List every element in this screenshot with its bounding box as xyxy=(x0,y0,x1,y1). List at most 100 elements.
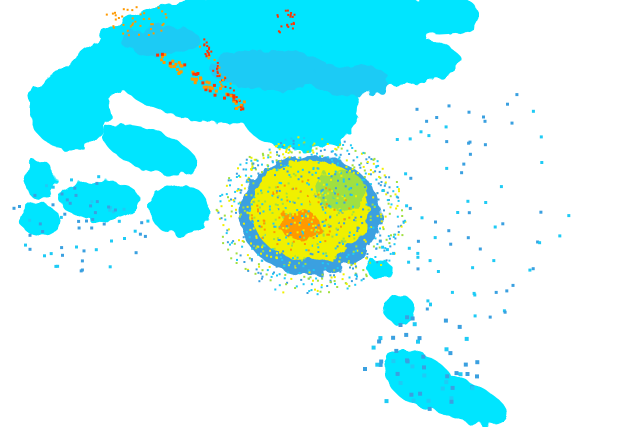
echo-pixel xyxy=(383,249,386,252)
echo-pixel xyxy=(196,72,200,75)
echo-pixel xyxy=(422,365,426,370)
echo-pixel xyxy=(266,219,269,222)
echo-pixel xyxy=(302,184,305,187)
echo-pixel xyxy=(369,218,372,221)
echo-pixel xyxy=(407,246,411,250)
echo-pixel xyxy=(342,237,345,240)
echo-pixel xyxy=(317,177,320,180)
echo-pixel xyxy=(246,268,249,271)
echo-pixel xyxy=(241,240,244,242)
echo-pixel xyxy=(389,206,392,209)
echo-pixel xyxy=(242,236,245,239)
echo-pixel xyxy=(466,199,470,203)
echo-pixel xyxy=(287,264,290,267)
echo-pixel xyxy=(445,166,449,170)
echo-pixel xyxy=(276,196,279,199)
echo-pixel xyxy=(208,54,211,56)
echo-pixel xyxy=(333,280,336,282)
echo-pixel xyxy=(247,269,250,272)
echo-pixel xyxy=(404,172,408,176)
echo-pixel xyxy=(257,192,259,195)
echo-pixel xyxy=(43,254,46,258)
echo-pixel xyxy=(298,262,300,265)
echo-pixel xyxy=(361,252,363,254)
echo-pixel xyxy=(216,72,219,74)
echo-pixel xyxy=(465,372,470,376)
echo-pixel xyxy=(483,119,487,123)
echo-pixel xyxy=(242,224,245,227)
echo-pixel xyxy=(407,260,411,264)
echo-pixel xyxy=(436,270,440,273)
echo-pixel xyxy=(247,176,250,179)
echo-pixel xyxy=(235,100,238,103)
echo-pixel xyxy=(403,219,406,222)
echo-pixel xyxy=(287,13,290,16)
echo-pixel xyxy=(538,241,542,245)
echo-pixel xyxy=(327,210,330,213)
echo-pixel xyxy=(347,248,350,251)
echo-pixel xyxy=(334,192,336,195)
echo-pixel xyxy=(320,245,323,248)
echo-pixel xyxy=(307,269,310,272)
echo-pixel xyxy=(234,101,238,105)
echo-pixel xyxy=(317,193,320,196)
echo-pixel xyxy=(207,54,209,57)
echo-pixel xyxy=(283,182,286,185)
echo-pixel xyxy=(278,189,281,192)
precipitation-areas xyxy=(20,0,508,426)
echo-pixel xyxy=(388,237,391,240)
echo-pixel xyxy=(389,252,392,255)
echo-pixel xyxy=(331,190,334,192)
echo-pixel xyxy=(129,25,132,28)
echo-pixel xyxy=(230,198,232,201)
echo-pixel xyxy=(245,194,248,196)
echo-pixel xyxy=(420,216,424,220)
echo-pixel xyxy=(364,249,367,252)
echo-pixel xyxy=(312,216,315,219)
echo-pixel xyxy=(273,231,276,234)
echo-pixel xyxy=(300,203,303,206)
echo-pixel xyxy=(95,181,99,185)
echo-pixel xyxy=(388,259,391,262)
echo-pixel xyxy=(260,192,263,195)
echo-pixel xyxy=(265,219,268,222)
echo-pixel xyxy=(248,257,251,260)
echo-pixel xyxy=(315,212,318,215)
echo-pixel xyxy=(419,130,423,134)
echo-pixel xyxy=(364,209,367,212)
echo-pixel xyxy=(335,202,338,205)
echo-pixel xyxy=(294,266,297,269)
echo-pixel xyxy=(396,186,399,188)
echo-pixel xyxy=(314,171,317,174)
echo-pixel xyxy=(236,189,239,192)
echo-pixel xyxy=(361,222,364,225)
echo-pixel xyxy=(300,175,303,178)
echo-pixel xyxy=(339,143,341,146)
echo-pixel xyxy=(229,184,231,187)
echo-pixel xyxy=(222,242,225,245)
echo-pixel xyxy=(342,242,344,245)
echo-pixel xyxy=(470,386,475,391)
echo-pixel xyxy=(295,265,298,268)
echo-pixel xyxy=(291,15,294,18)
echo-pixel xyxy=(339,194,342,197)
echo-pixel xyxy=(356,226,359,229)
echo-pixel xyxy=(250,168,253,170)
echo-pixel xyxy=(307,179,310,182)
echo-pixel xyxy=(278,227,281,230)
echo-pixel xyxy=(292,217,295,219)
echo-pixel xyxy=(257,271,260,274)
echo-pixel xyxy=(372,196,375,199)
echo-pixel xyxy=(416,251,420,255)
echo-pixel xyxy=(353,237,356,240)
echo-pixel xyxy=(336,228,339,231)
echo-pixel xyxy=(240,216,242,219)
echo-pixel xyxy=(353,166,356,169)
echo-pixel xyxy=(271,161,274,164)
echo-pixel xyxy=(276,274,278,277)
echo-pixel xyxy=(176,68,179,72)
echo-pixel xyxy=(395,181,398,183)
echo-pixel xyxy=(395,138,399,141)
echo-pixel xyxy=(367,204,370,207)
echo-pixel xyxy=(482,115,485,119)
